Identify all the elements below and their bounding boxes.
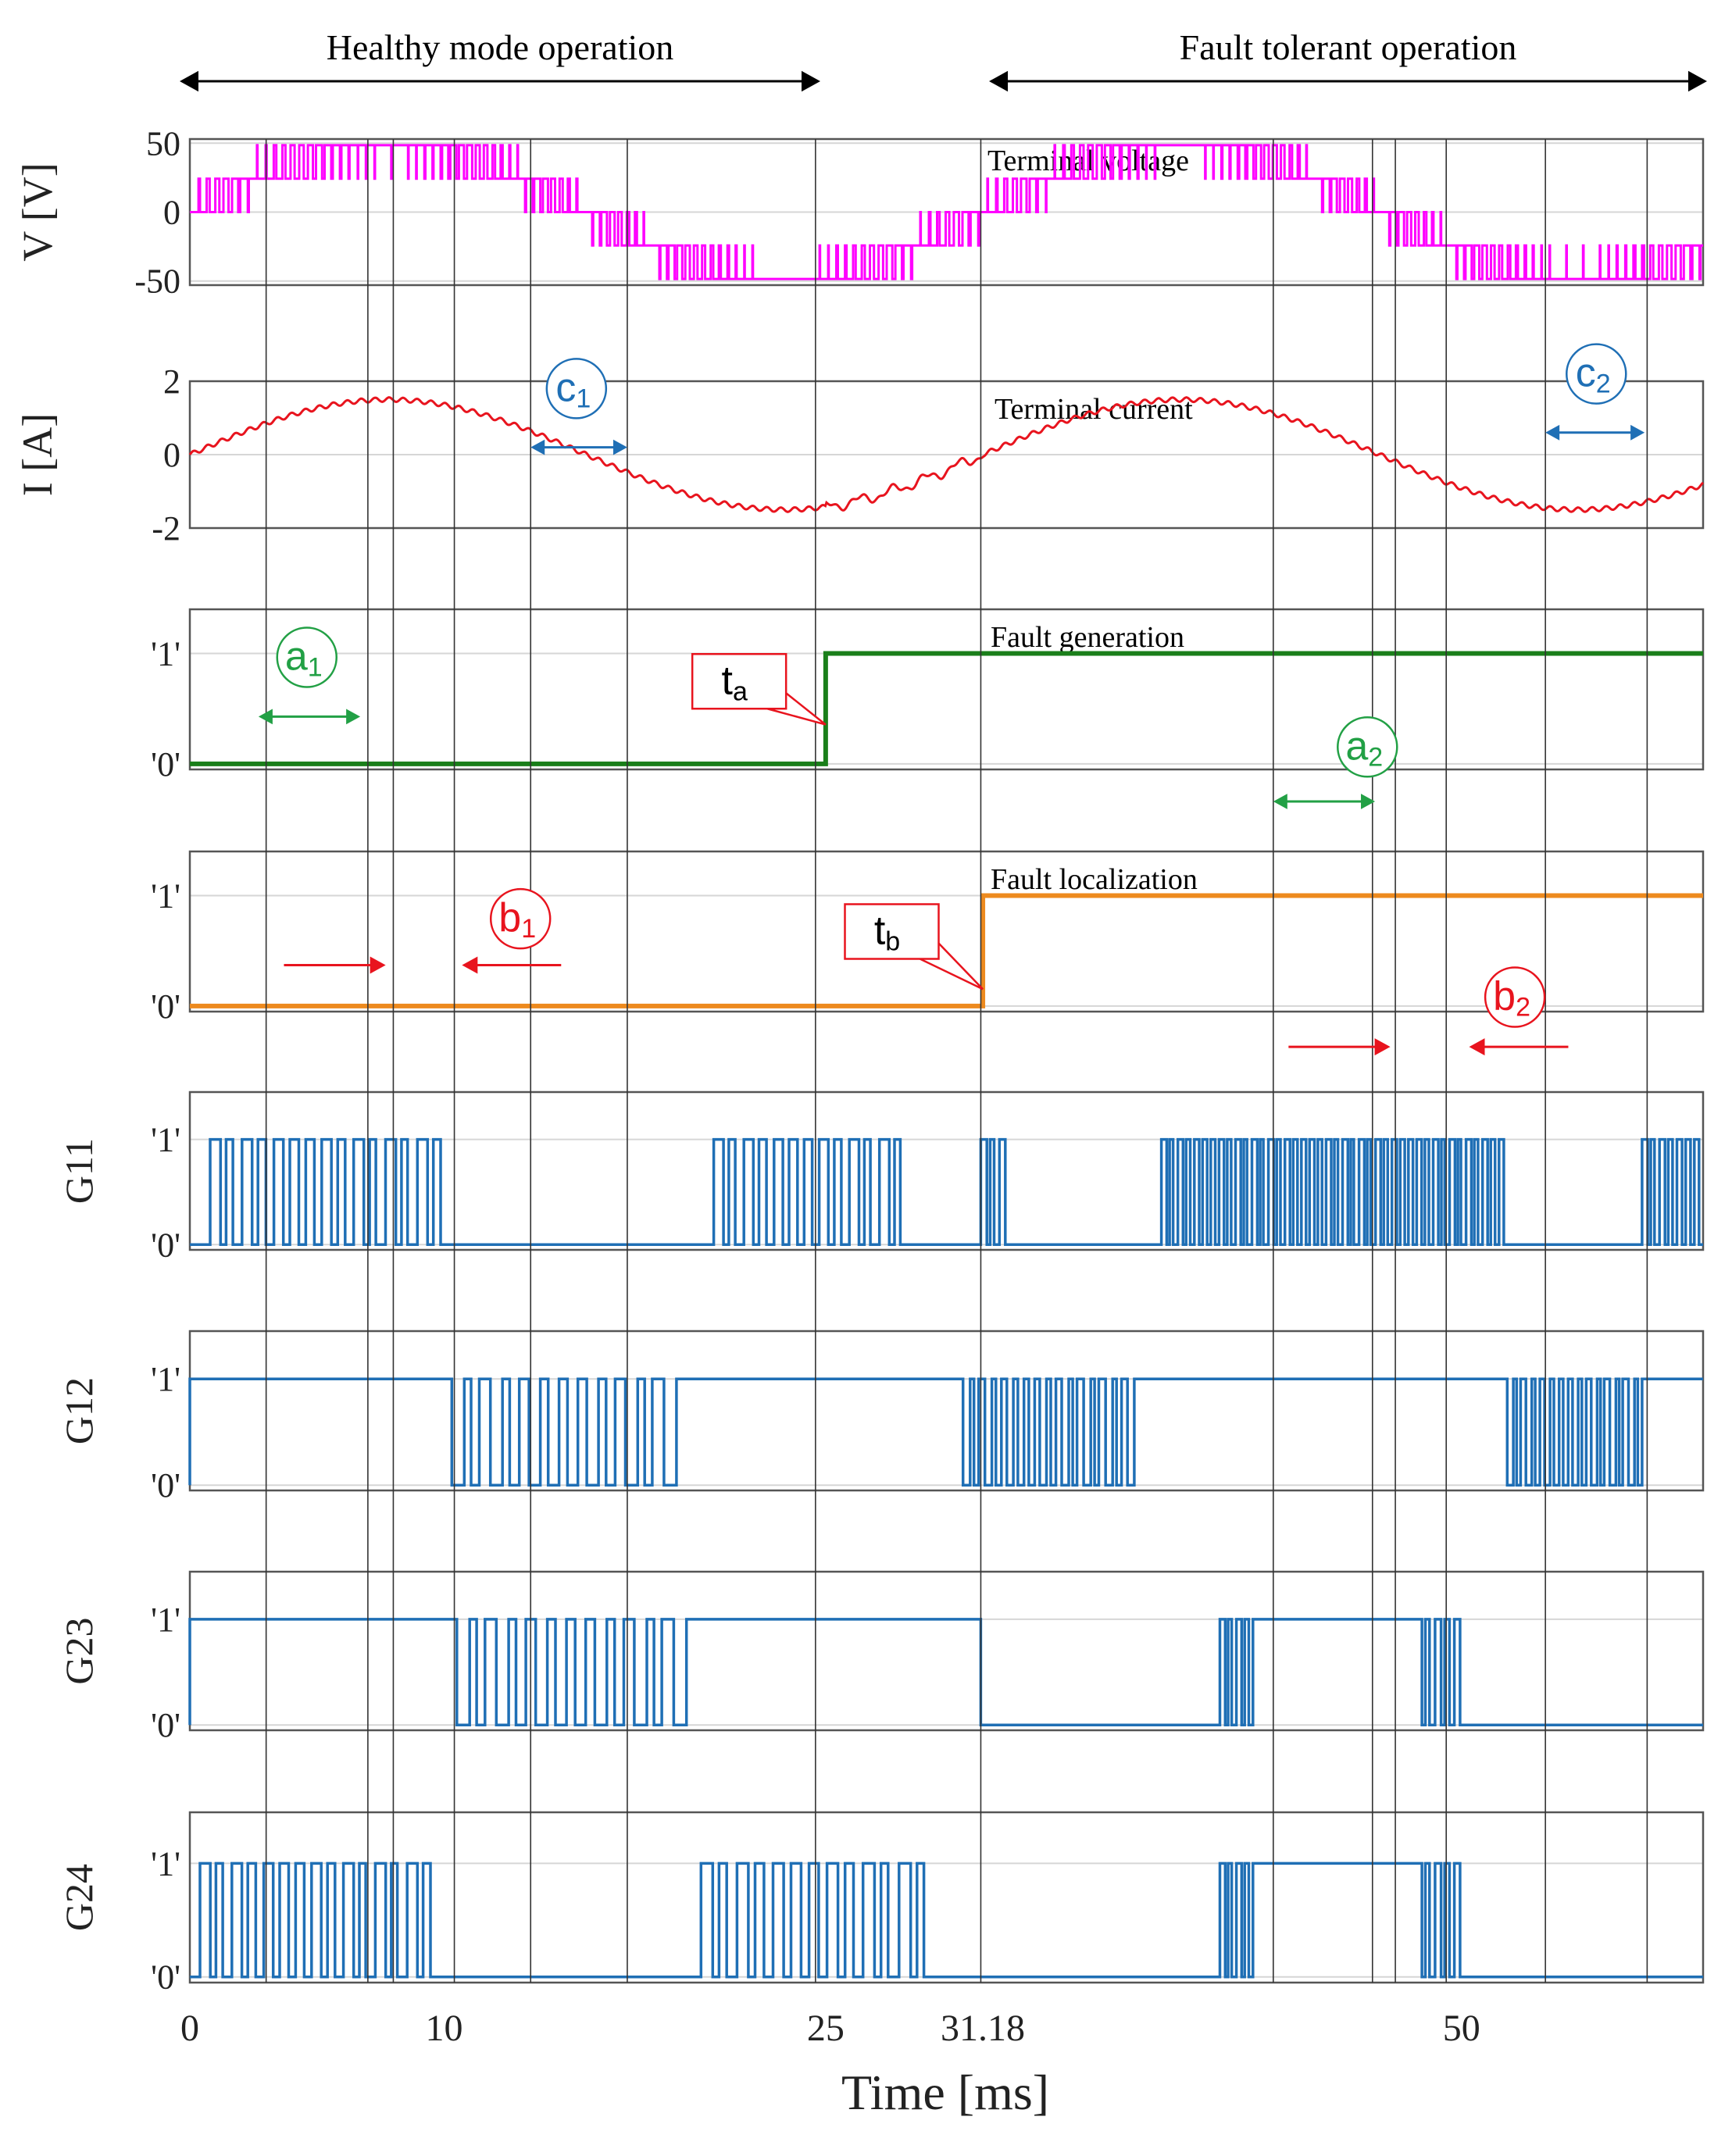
marker-label: b1 bbox=[498, 895, 536, 944]
series-current bbox=[188, 396, 1705, 513]
step-trace bbox=[190, 651, 1703, 766]
series-G11 bbox=[190, 1137, 1703, 1247]
y-tick-label: '1' bbox=[151, 1360, 180, 1398]
panel-frame bbox=[188, 1811, 1705, 1984]
panel-frame bbox=[188, 1570, 1705, 1732]
marker-circle bbox=[1566, 343, 1627, 405]
marker-label: a2 bbox=[1345, 723, 1383, 772]
y-axis-label: G12 bbox=[57, 1377, 101, 1444]
panel-G12: '1' '0' G12 bbox=[57, 1330, 1705, 1505]
y-tick-label: '0' bbox=[151, 1466, 180, 1505]
marker-box bbox=[691, 653, 787, 710]
panel-fault_localization: '1' '0' Fault localization bbox=[151, 850, 1705, 1026]
panel-frame bbox=[188, 608, 1705, 771]
panel-G23: '1' '0' G23 bbox=[57, 1570, 1705, 1744]
y-tick-label: '1' bbox=[151, 877, 180, 916]
y-axis-label: I [A] bbox=[14, 413, 61, 496]
x-axis-label: Time [ms] bbox=[841, 2065, 1049, 2120]
y-tick-label: '0' bbox=[151, 745, 180, 784]
panel-title: Fault generation bbox=[991, 621, 1184, 654]
x-tick-label: 50 bbox=[1443, 2008, 1480, 2049]
marker-c2: c2 bbox=[1545, 343, 1645, 441]
y-tick-label: -2 bbox=[152, 509, 180, 548]
panel-G11: '1' '0' G11 bbox=[57, 1090, 1705, 1264]
gate-trace bbox=[188, 1618, 1703, 1726]
gate-trace bbox=[188, 1377, 1703, 1487]
panel-frame bbox=[188, 850, 1705, 1013]
voltage-trace bbox=[190, 144, 1703, 280]
marker-b2: b2 bbox=[1288, 966, 1569, 1056]
marker-label: c2 bbox=[1576, 351, 1611, 399]
series-G23 bbox=[188, 1618, 1703, 1726]
panel-title: Terminal current bbox=[995, 393, 1193, 426]
y-axis-label: G11 bbox=[57, 1138, 101, 1204]
panel-G24: '1' '0' G24 bbox=[57, 1811, 1705, 1997]
series-G12 bbox=[188, 1377, 1703, 1487]
marker-box bbox=[844, 903, 940, 960]
x-tick-label: 0 bbox=[180, 2008, 199, 2049]
marker-circle bbox=[489, 887, 552, 950]
y-tick-label: 0 bbox=[163, 436, 180, 474]
panel-title: Fault localization bbox=[991, 863, 1198, 896]
marker-c1: c1 bbox=[530, 358, 627, 455]
x-tick-label: 10 bbox=[426, 2008, 463, 2049]
y-tick-label: '0' bbox=[151, 987, 180, 1026]
marker-label: a1 bbox=[285, 634, 323, 683]
y-tick-label: '0' bbox=[151, 1958, 180, 1997]
top-annotations: Healthy mode operation Fault tolerant ope… bbox=[180, 27, 1707, 92]
marker-label: b2 bbox=[1493, 974, 1530, 1023]
marker-circle bbox=[1484, 966, 1546, 1028]
y-axis-label: V [V] bbox=[14, 162, 61, 261]
y-tick-label: '0' bbox=[151, 1226, 180, 1264]
gate-trace bbox=[190, 1137, 1703, 1247]
panel-current: 2 0 -2 I [A] Terminal current bbox=[14, 362, 1705, 548]
marker-circle bbox=[545, 358, 608, 419]
marker-label: ta bbox=[721, 658, 747, 706]
series-voltage bbox=[190, 144, 1703, 280]
y-tick-label: '1' bbox=[151, 1601, 180, 1639]
x-axis: 0 10 25 31.18 50 Time [ms] bbox=[180, 2008, 1480, 2120]
y-tick-label: '0' bbox=[151, 1706, 180, 1744]
marker-circle bbox=[276, 626, 338, 688]
y-tick-label: 2 bbox=[163, 362, 180, 401]
marker-a1: a1 bbox=[258, 626, 361, 725]
series-fault_generation bbox=[190, 651, 1703, 766]
marker-ta: ta bbox=[691, 653, 827, 726]
y-tick-label: '1' bbox=[151, 635, 180, 673]
y-axis-label: G23 bbox=[57, 1617, 101, 1684]
marker-label: c1 bbox=[555, 365, 591, 413]
series-fault_localization bbox=[190, 893, 1703, 1008]
panel-voltage: 500-50V [V]Terminal voltage bbox=[14, 124, 1705, 301]
panel-frame bbox=[188, 1090, 1705, 1251]
y-tick-label: 50 bbox=[146, 124, 180, 162]
series-G24 bbox=[190, 1862, 1703, 1979]
marker-label: tb bbox=[874, 908, 900, 957]
panel-fault_generation: '1' '0' Fault generation bbox=[151, 608, 1705, 784]
annotation-label: Healthy mode operation bbox=[327, 27, 674, 67]
gate-trace bbox=[190, 1862, 1703, 1979]
marker-b1: b1 bbox=[284, 887, 562, 974]
y-tick-label: '1' bbox=[151, 1844, 180, 1883]
y-tick-label: '1' bbox=[151, 1121, 180, 1159]
y-tick-label: -50 bbox=[134, 262, 180, 301]
panel-frame bbox=[188, 1330, 1705, 1492]
y-tick-label: 0 bbox=[163, 194, 180, 232]
step-trace bbox=[190, 893, 1703, 1008]
annotation-label: Fault tolerant operation bbox=[1180, 27, 1517, 67]
current-trace bbox=[188, 396, 1705, 513]
fault-tolerant-annotation: Fault tolerant operation bbox=[989, 27, 1707, 92]
x-tick-label: 31.18 bbox=[941, 2008, 1025, 2049]
healthy-mode-annotation: Healthy mode operation bbox=[180, 27, 820, 92]
marker-circle bbox=[1337, 716, 1398, 778]
guide-lines bbox=[265, 139, 1648, 1983]
marker-tb: tb bbox=[844, 903, 984, 991]
x-tick-label: 25 bbox=[807, 2008, 845, 2049]
marker-a2: a2 bbox=[1273, 716, 1398, 809]
markers: a1 a2 b1 b2 c1 c2 ta tb bbox=[258, 343, 1645, 1056]
y-axis-label: G24 bbox=[57, 1864, 101, 1931]
